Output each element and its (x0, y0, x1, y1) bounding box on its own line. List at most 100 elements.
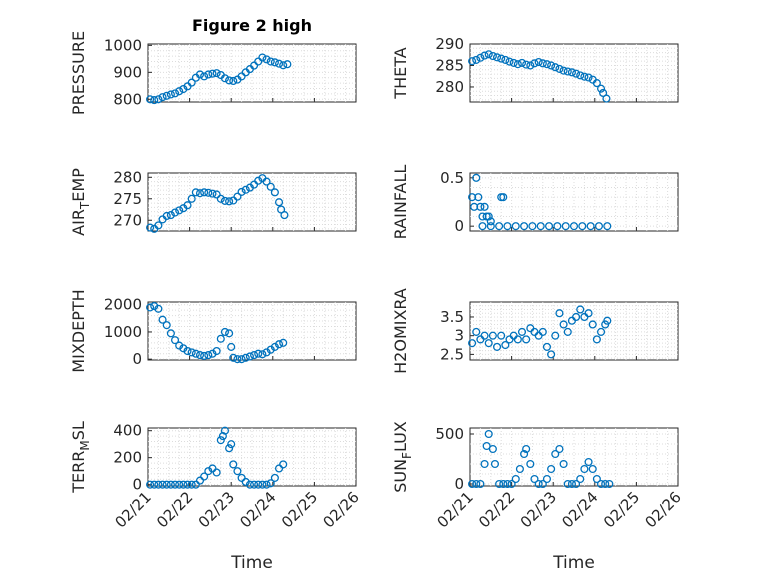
data-point (175, 87, 184, 96)
x-tick-label: 02/26 (642, 488, 685, 531)
y-axis-label: PRESSURE (69, 31, 88, 115)
data-point (488, 444, 497, 454)
data-point (572, 479, 581, 489)
x-axis-label: Time (230, 553, 273, 573)
axes-box (469, 301, 679, 361)
data-point (250, 480, 259, 489)
data-point (191, 188, 200, 197)
data-point (594, 222, 604, 231)
y-tick-label: 400 (113, 422, 142, 440)
data-point (538, 479, 547, 489)
x-axis-label: Time (552, 553, 595, 573)
data-point (482, 441, 491, 451)
series-markers (468, 305, 612, 359)
data-point (274, 198, 284, 207)
data-point (162, 211, 171, 221)
data-point (220, 426, 230, 435)
data-point (534, 57, 543, 67)
data-point (472, 55, 481, 64)
data-point (208, 189, 217, 198)
data-point (511, 222, 520, 231)
data-point (528, 222, 537, 231)
x-tick-label: 02/21 (434, 488, 477, 531)
data-point (484, 50, 493, 59)
y-axis-label: SUNFLUX (391, 421, 414, 493)
data-point (216, 194, 225, 203)
data-point (158, 480, 167, 489)
data-point (183, 480, 192, 489)
data-point (542, 60, 552, 69)
data-point (279, 338, 288, 347)
data-point (274, 59, 284, 68)
y-tick-label: 200 (113, 449, 142, 467)
axes-box (469, 43, 679, 103)
data-point (520, 449, 529, 459)
data-point (536, 222, 545, 231)
data-point (492, 342, 502, 351)
data-point (150, 96, 159, 105)
x-tick-label: 02/24 (236, 488, 279, 531)
data-point (195, 351, 205, 360)
data-point (522, 335, 531, 344)
data-point (559, 66, 568, 75)
data-point (204, 70, 213, 79)
y-tick-label: 3 (454, 327, 464, 345)
x-tick-label: 02/25 (278, 488, 321, 531)
data-point (555, 64, 564, 73)
data-point (229, 353, 238, 362)
subplot-5: 0 1000 2000 MIXDEPTH (69, 289, 357, 373)
data-point (580, 464, 589, 474)
data-point (542, 474, 552, 484)
data-point (505, 57, 514, 66)
x-tick-label: 02/24 (558, 488, 601, 531)
data-point (212, 468, 221, 477)
data-point (216, 334, 225, 343)
y-tick-label: 3.5 (440, 308, 464, 326)
data-point (468, 339, 477, 348)
data-point (503, 222, 512, 231)
data-point (578, 222, 587, 231)
data-point (468, 479, 477, 489)
data-point (204, 351, 213, 360)
data-point (492, 53, 502, 62)
data-point (254, 349, 263, 358)
data-point (517, 58, 527, 67)
data-point (150, 480, 159, 489)
data-point (596, 479, 606, 489)
data-point (509, 58, 518, 67)
x-tick-label: 02/23 (517, 488, 560, 531)
data-point (229, 76, 238, 86)
data-point (280, 211, 289, 220)
data-point (212, 69, 221, 78)
y-tick-label: 0 (454, 475, 464, 493)
y-tick-label: 290 (435, 35, 464, 53)
data-point (576, 474, 585, 484)
data-point (499, 193, 508, 202)
series-markers (146, 53, 292, 105)
y-tick-label: 2.5 (440, 345, 464, 363)
data-point (200, 72, 209, 81)
data-point (162, 91, 171, 100)
data-point (555, 444, 564, 454)
data-point (187, 348, 196, 357)
subplot-4: 0 0.5 RAINFALL (391, 165, 679, 239)
axes-box (147, 43, 357, 103)
data-point (538, 59, 547, 68)
y-tick-label: 0.5 (440, 169, 464, 187)
data-point (146, 480, 155, 489)
data-point (233, 355, 242, 364)
data-point (480, 202, 489, 211)
data-point (501, 340, 510, 350)
data-point (220, 327, 230, 337)
data-point (191, 349, 200, 358)
axes-box (147, 427, 357, 487)
data-point (179, 480, 188, 489)
data-point (254, 480, 263, 489)
data-point (254, 176, 263, 185)
data-point (183, 346, 192, 356)
data-point (191, 480, 200, 489)
data-point (572, 69, 581, 78)
data-point (162, 480, 171, 489)
